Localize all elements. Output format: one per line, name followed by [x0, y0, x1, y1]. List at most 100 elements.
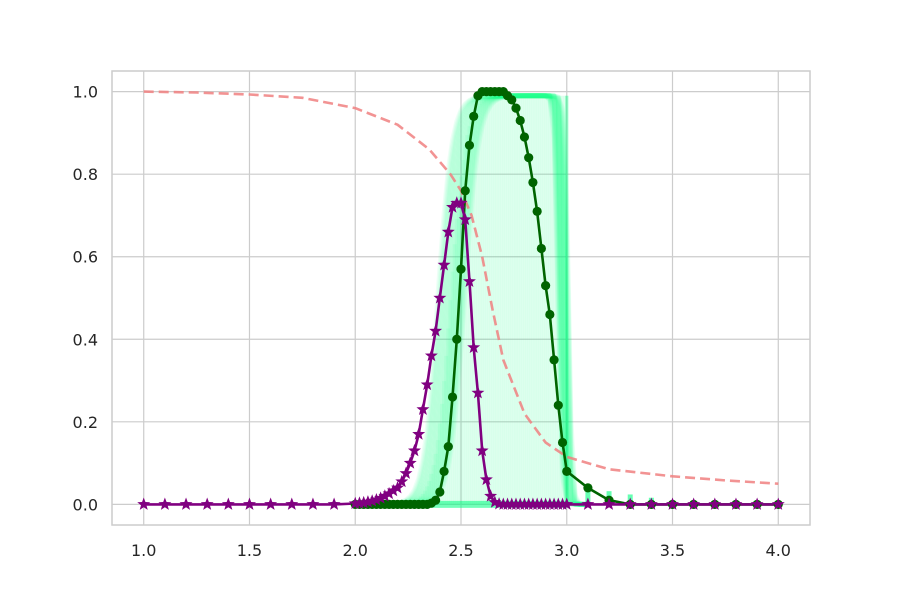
- series-1-point-49: [557, 437, 568, 448]
- series-2-point-3: [200, 497, 214, 510]
- series-1-point-21: [439, 466, 449, 476]
- series-2-point-35: [454, 196, 468, 209]
- series-2-point-39: [471, 386, 485, 399]
- series-2-point-9: [327, 497, 341, 510]
- series-2-point-62: [602, 497, 616, 510]
- series-2-point-20: [391, 481, 405, 494]
- series-1-point-25: [456, 264, 466, 274]
- series-2-point-17: [378, 489, 392, 502]
- series-2-point-12: [357, 495, 371, 509]
- series-2-point-27: [420, 377, 434, 391]
- series-2-point-43: [488, 495, 502, 508]
- series-1-point-47: [549, 355, 559, 365]
- series-2-point-15: [369, 493, 383, 506]
- series-1-point-44: [536, 243, 546, 254]
- series-2-point-8: [306, 497, 320, 510]
- series-2-point-32: [441, 225, 455, 238]
- series-1-point-46: [545, 309, 555, 320]
- y-axis-ticks: 0.0 0.2 0.4 0.6 0.8 1.0: [73, 83, 98, 515]
- series-2-point-0: [137, 497, 151, 510]
- series-2-point-69: [750, 497, 764, 510]
- series-2-point-13: [361, 495, 375, 508]
- series-2-point-10: [348, 496, 362, 510]
- series-1-point-50: [562, 466, 572, 476]
- y-tick-label-0: 0.0: [73, 495, 98, 514]
- series-1-point-20: [435, 487, 445, 497]
- y-tick-label-1: 0.2: [73, 413, 98, 432]
- series-2-point-14: [365, 494, 379, 507]
- series-1-point-24: [452, 334, 462, 344]
- series-1-point-37: [507, 95, 517, 105]
- x-tick-label-1: 1.5: [237, 541, 262, 560]
- x-tick-label-0: 1.0: [131, 541, 156, 560]
- series-2-point-36: [458, 212, 472, 226]
- series-2-point-18: [382, 486, 396, 500]
- series-2-point-38: [467, 340, 481, 354]
- x-tick-label-2: 2.0: [343, 541, 368, 560]
- series-2-point-1: [158, 497, 172, 510]
- series-2-point-33: [446, 200, 460, 213]
- series-1-point-41: [524, 153, 534, 163]
- series-2-point-63: [623, 497, 637, 510]
- series-2-point-70: [771, 497, 785, 510]
- series-1-point-42: [528, 177, 538, 188]
- series-2-point-68: [729, 497, 743, 510]
- series-2-point-66: [687, 497, 701, 510]
- series-1-point-26: [460, 186, 470, 196]
- series-line-0: [143, 90, 779, 485]
- series-2-point-4: [221, 497, 235, 510]
- series-2-point-26: [416, 402, 430, 415]
- series-2-point-19: [386, 483, 400, 497]
- series-1-point-48: [553, 400, 563, 410]
- series-2-point-40: [475, 443, 489, 457]
- series-2-point-7: [285, 497, 299, 510]
- y-tick-label-5: 1.0: [73, 83, 98, 102]
- series-2-point-25: [412, 427, 426, 440]
- series-2-point-37: [462, 274, 476, 287]
- x-axis-ticks: 1.0 1.5 2.0 2.5 3.0 3.5 4.0: [131, 541, 791, 560]
- series-2-point-30: [433, 291, 447, 304]
- series-2-point-64: [644, 497, 658, 510]
- series-2-point-41: [479, 472, 493, 486]
- series-2-point-28: [424, 348, 438, 362]
- series-1-point-38: [511, 103, 521, 113]
- series-1-point-28: [469, 111, 479, 121]
- series-1-point-40: [519, 132, 530, 142]
- series-markers: [137, 87, 785, 510]
- series-2-point-2: [179, 497, 193, 510]
- series-1-point-27: [464, 140, 475, 150]
- series-2-point-42: [484, 489, 498, 502]
- series-1-point-19: [431, 495, 441, 505]
- series-2-point-21: [395, 474, 409, 488]
- series-1-point-39: [515, 115, 525, 126]
- series-2-point-31: [437, 258, 451, 271]
- series-2-point-67: [708, 497, 722, 510]
- y-tick-label-4: 0.8: [73, 165, 98, 184]
- y-tick-label-2: 0.4: [73, 330, 98, 349]
- x-tick-label-3: 2.5: [448, 541, 473, 560]
- series-2-point-29: [429, 324, 443, 337]
- series-2-point-5: [243, 497, 256, 510]
- series-2-point-6: [264, 497, 278, 510]
- band-strand: [376, 93, 588, 507]
- x-tick-label-4: 3.0: [554, 541, 579, 560]
- series-1-point-51: [583, 483, 593, 493]
- series-2-point-11: [353, 496, 366, 509]
- series-2-point-61: [581, 497, 595, 510]
- series-1-point-23: [447, 392, 458, 402]
- series-2-point-24: [408, 443, 421, 457]
- series-1-point-22: [443, 441, 453, 452]
- axes-frame: [111, 70, 811, 526]
- series-1-point-45: [541, 281, 551, 291]
- series-2-point-22: [399, 466, 413, 479]
- series-2-point-23: [403, 456, 417, 469]
- x-tick-label-5: 3.5: [660, 541, 685, 560]
- x-tick-label-6: 4.0: [766, 541, 791, 560]
- series-1-point-43: [532, 206, 542, 216]
- series-2-point-60: [560, 497, 574, 510]
- y-tick-label-3: 0.6: [73, 248, 98, 267]
- series-2-point-65: [666, 497, 679, 510]
- series-2-point-16: [374, 491, 388, 504]
